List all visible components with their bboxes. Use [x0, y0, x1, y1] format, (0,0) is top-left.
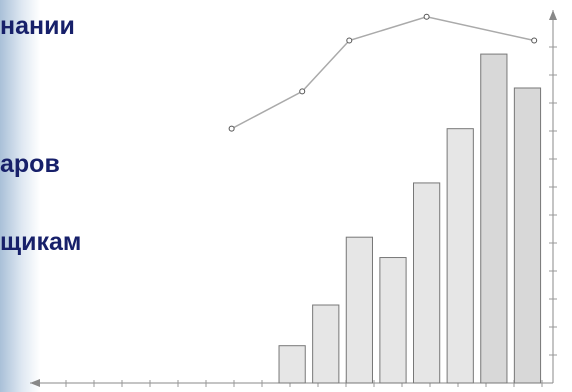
line-point	[346, 37, 353, 44]
bar	[379, 257, 407, 384]
bar	[312, 304, 340, 384]
bar	[513, 87, 542, 384]
line-point	[299, 88, 306, 95]
bar	[345, 236, 373, 384]
text-line: нании	[0, 12, 75, 40]
text-line: щикам	[0, 228, 82, 256]
line-point	[531, 37, 538, 44]
bar	[413, 182, 441, 384]
axis-arrow	[549, 10, 557, 20]
text-line: аров	[0, 150, 60, 178]
bar	[480, 53, 508, 384]
axis-arrow	[30, 379, 40, 387]
line-point	[423, 13, 430, 20]
line-point	[228, 125, 235, 132]
bar	[278, 345, 306, 384]
bar	[446, 128, 474, 384]
